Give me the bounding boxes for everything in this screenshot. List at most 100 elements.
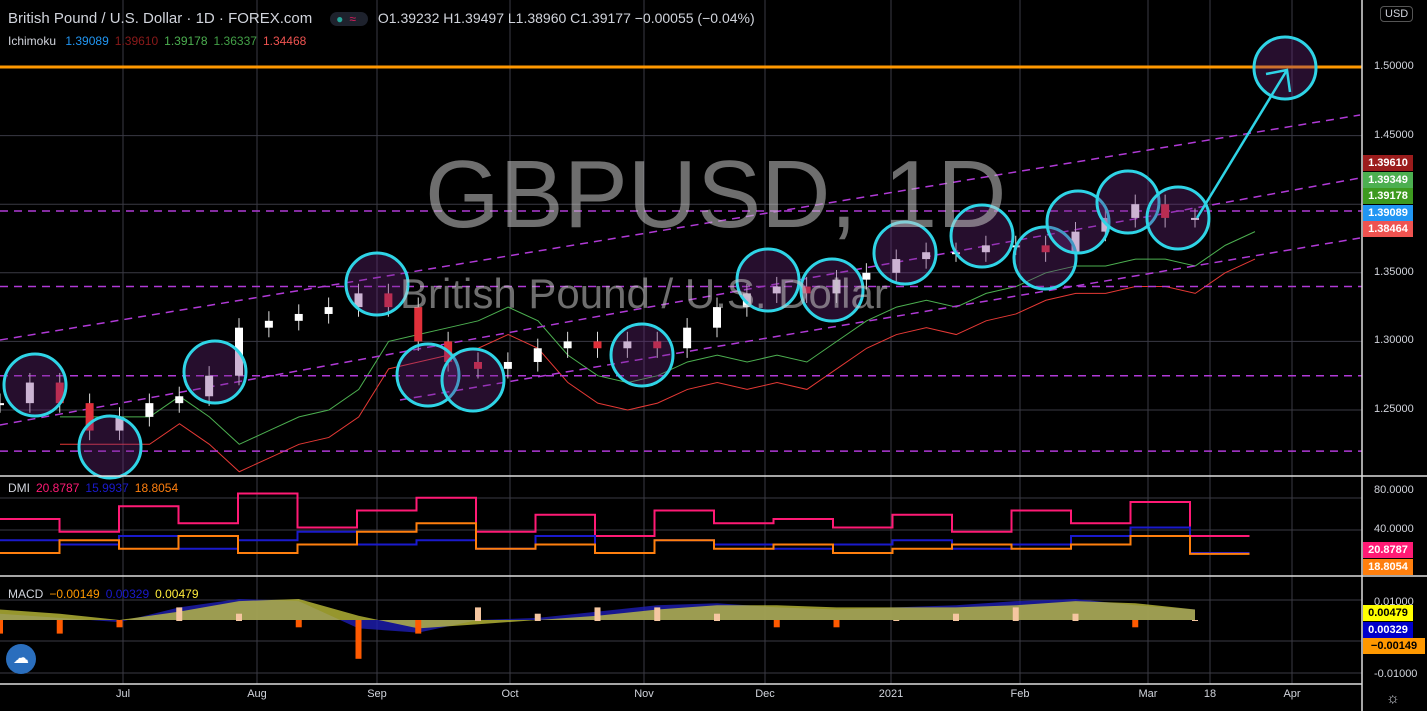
circle-annotation[interactable] — [1145, 185, 1211, 251]
dmi-plus-line — [0, 492, 1250, 537]
macd-tick: -0.01000 — [1374, 668, 1418, 680]
candle — [354, 293, 363, 308]
dmi-pane — [0, 492, 1250, 555]
settings-gear-icon[interactable]: ☼ — [1386, 690, 1400, 707]
price-tag: 1.39089 — [1363, 204, 1413, 221]
candle — [922, 252, 931, 260]
candle — [503, 361, 512, 369]
candle — [832, 279, 841, 294]
channel-top — [0, 114, 1361, 341]
ichimoku-label: Ichimoku — [8, 34, 57, 48]
candle — [25, 382, 34, 404]
macd-legend[interactable]: MACD −0.00149 0.00329 0.00479 — [8, 587, 211, 601]
candle — [115, 416, 124, 431]
candle — [862, 272, 871, 280]
time-tick: Mar — [1138, 688, 1158, 700]
macd-histogram-bar — [1072, 613, 1079, 621]
price-tag: 1.38464 — [1363, 221, 1413, 237]
price-tick: 1.50000 — [1374, 60, 1414, 72]
circle-annotation[interactable] — [182, 339, 248, 405]
signal-area — [0, 599, 1195, 629]
dmi-legend[interactable]: DMI 20.8787 15.9937 18.8054 — [8, 481, 190, 495]
price-tag: 1.39349 — [1363, 171, 1413, 188]
dmi-value: 18.8054 — [134, 481, 179, 495]
dmi-tick: 80.0000 — [1374, 484, 1414, 496]
market-status-pill[interactable]: ● ≈ — [330, 12, 368, 26]
circle-annotation[interactable] — [949, 203, 1015, 269]
candle — [802, 286, 811, 294]
currency-button[interactable]: USD — [1380, 6, 1414, 22]
dmi-label: DMI — [8, 481, 30, 495]
candle — [0, 403, 4, 406]
candle — [384, 293, 393, 308]
circle-annotation[interactable] — [344, 251, 410, 317]
ohlc-values: O1.39232 H1.39497 L1.38960 C1.39177 −0.0… — [377, 10, 755, 26]
time-tick: Dec — [755, 688, 775, 700]
candle — [474, 361, 482, 369]
candle — [324, 307, 333, 314]
macd-tag: 0.00329 — [1363, 621, 1413, 638]
candle — [742, 293, 751, 308]
macd-pane — [0, 599, 1198, 659]
macd-histogram-bar — [415, 620, 422, 634]
ichimoku-value: 1.39178 — [164, 34, 208, 48]
circle-annotation[interactable] — [1012, 225, 1078, 291]
senkou-b — [60, 258, 1256, 473]
symbol-legend: British Pound / U.S. Dollar · 1D · FOREX… — [8, 10, 761, 27]
candle — [981, 245, 990, 253]
candle — [294, 313, 303, 321]
circle-annotation[interactable] — [799, 257, 865, 323]
circle-annotation[interactable] — [2, 352, 68, 418]
trend-channel — [0, 114, 1361, 426]
symbol-title[interactable]: British Pound / U.S. Dollar · 1D · FOREX… — [8, 10, 313, 27]
candle — [205, 375, 214, 397]
circle-annotations — [2, 35, 1318, 480]
macd-histogram-bar — [534, 613, 541, 621]
ichimoku-value: 1.39610 — [114, 34, 159, 48]
circle-annotation[interactable] — [872, 220, 938, 286]
senkou-a — [60, 231, 1256, 445]
price-tick: 1.30000 — [1374, 334, 1414, 347]
circle-annotation[interactable] — [1095, 169, 1161, 235]
time-tick: 18 — [1203, 688, 1217, 700]
macd-label: MACD — [8, 587, 44, 601]
candle — [772, 286, 781, 294]
macd-histogram-bar — [116, 620, 123, 628]
macd-histogram-bar — [953, 613, 959, 621]
time-tick: Aug — [247, 688, 267, 700]
price-tick: 1.25000 — [1374, 403, 1414, 415]
candle — [1191, 217, 1199, 220]
dmi-tick: 40.0000 — [1374, 523, 1414, 535]
horizontal-levels — [0, 65, 1362, 452]
price-tick: 1.45000 — [1374, 128, 1414, 141]
dmi-tag: 18.8054 — [1363, 558, 1413, 575]
macd-tag: 0.00479 — [1363, 605, 1413, 621]
tradingview-logo-icon[interactable]: ☁ — [6, 644, 36, 674]
time-tick: Nov — [634, 688, 654, 700]
candle — [145, 403, 154, 417]
macd-histogram-bar — [1192, 620, 1198, 621]
circle-annotation[interactable] — [77, 414, 143, 480]
candle — [1071, 231, 1080, 253]
dmi-value: 20.8787 — [36, 481, 80, 495]
circle-annotation[interactable] — [609, 322, 675, 388]
macd-value: −0.00149 — [49, 587, 100, 601]
candle — [175, 396, 184, 404]
circle-annotation[interactable] — [1252, 35, 1318, 101]
candle — [653, 341, 662, 349]
time-tick: Apr — [1283, 688, 1301, 700]
candle — [593, 341, 602, 349]
ichimoku-legend[interactable]: Ichimoku 1.39089 1.39610 1.39178 1.36337 1.3… — [8, 34, 318, 48]
macd-histogram-bar — [714, 613, 720, 621]
candle — [533, 348, 542, 362]
macd-histogram-bar — [0, 620, 3, 634]
time-tick: 2021 — [878, 688, 904, 700]
circle-annotation[interactable] — [1045, 189, 1111, 255]
dmi-value: 15.9937 — [85, 481, 129, 495]
candle — [713, 307, 721, 328]
dmi-adx-line — [0, 522, 1250, 555]
circle-annotation[interactable] — [440, 347, 506, 413]
circle-annotation[interactable] — [735, 247, 801, 313]
candle — [892, 259, 901, 273]
